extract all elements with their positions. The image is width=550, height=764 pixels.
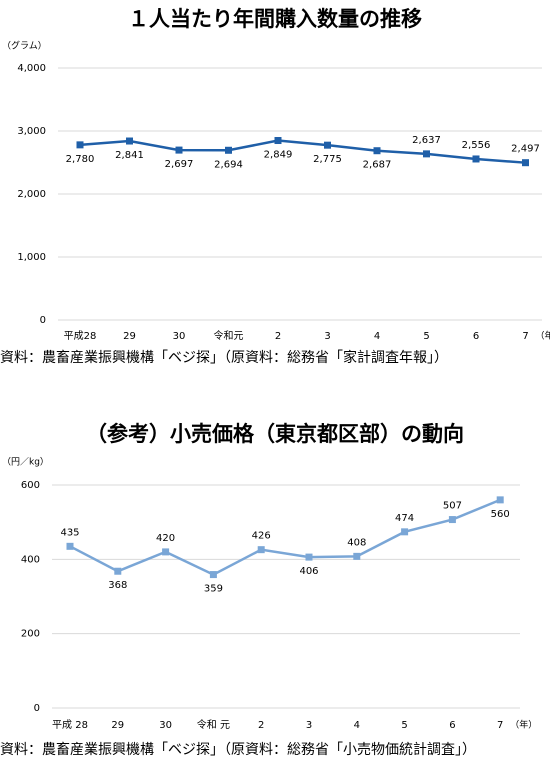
point bbox=[448, 516, 456, 524]
point bbox=[324, 141, 331, 149]
point bbox=[209, 571, 217, 579]
x-tick-label: 平成28 bbox=[64, 330, 97, 342]
chart-title: １人当たり年間購入数量の推移 bbox=[128, 7, 422, 31]
x-tick-label: 29 bbox=[123, 331, 136, 342]
x-tick-label: 4 bbox=[374, 331, 380, 342]
y-tick-label: 2,000 bbox=[17, 189, 46, 200]
y-tick-label: 3,000 bbox=[17, 126, 46, 137]
point bbox=[401, 528, 409, 536]
point bbox=[353, 552, 361, 560]
y-tick-label: 4,000 bbox=[17, 63, 46, 74]
point bbox=[175, 146, 183, 154]
point bbox=[225, 146, 232, 154]
x-tick-label: 平成 28 bbox=[52, 719, 88, 731]
chart-title: （参考）小売価格（東京都区部）の動向 bbox=[86, 422, 464, 446]
point bbox=[114, 567, 122, 575]
point bbox=[76, 141, 84, 149]
data-label: 2,697 bbox=[165, 159, 194, 170]
data-label: 2,780 bbox=[66, 154, 95, 165]
x-tick-label: 30 bbox=[173, 331, 186, 342]
x-tick-label: 2 bbox=[275, 331, 281, 342]
x-tick-label: 3 bbox=[324, 331, 330, 342]
x-tick-label: 3 bbox=[306, 720, 312, 731]
x-tick-label: 5 bbox=[401, 720, 407, 731]
data-label: 2,687 bbox=[363, 160, 392, 171]
data-label: 408 bbox=[347, 537, 366, 548]
x-tick-label: 30 bbox=[159, 720, 172, 731]
point bbox=[472, 155, 480, 163]
x-tick-label: 令和 元 bbox=[197, 718, 230, 731]
data-label: 2,694 bbox=[214, 159, 243, 170]
data-label: 474 bbox=[395, 513, 414, 524]
y-unit: （円／kg） bbox=[2, 457, 49, 468]
point bbox=[257, 546, 265, 554]
x-tick-label: 4 bbox=[354, 720, 360, 731]
x-tick-label: 7 bbox=[522, 331, 528, 342]
point bbox=[496, 496, 504, 504]
data-label: 359 bbox=[204, 584, 223, 595]
data-label: 2,849 bbox=[264, 150, 293, 161]
x-tick-label: 7 bbox=[497, 720, 503, 731]
data-label: 426 bbox=[252, 531, 271, 542]
y-tick-label: 600 bbox=[21, 480, 40, 491]
data-label: 435 bbox=[60, 527, 79, 538]
point bbox=[373, 147, 381, 155]
data-label: 2,556 bbox=[462, 140, 491, 151]
data-label: 2,637 bbox=[412, 135, 441, 146]
x-tick-label: 5 bbox=[423, 331, 429, 342]
point bbox=[274, 137, 282, 145]
source: 資料：農畜産業振興機構「ベジ探」（原資料：総務省「小売物価統計調査」） bbox=[0, 742, 476, 758]
y-tick-label: 1,000 bbox=[17, 252, 46, 263]
line bbox=[79, 139, 526, 164]
y-tick-label: 400 bbox=[21, 554, 40, 565]
x-unit: （年） bbox=[536, 330, 550, 342]
y-tick-label: 0 bbox=[40, 315, 46, 326]
point bbox=[126, 137, 133, 145]
data-label: 2,497 bbox=[511, 144, 540, 155]
data-label: 2,775 bbox=[313, 154, 342, 165]
y-tick-label: 200 bbox=[21, 629, 40, 640]
point bbox=[162, 548, 170, 556]
x-tick-label: 6 bbox=[449, 720, 455, 731]
source: 資料：農畜産業振興機構「ベジ探」（原資料：総務省「家計調査年報」） bbox=[0, 349, 448, 366]
point bbox=[423, 150, 430, 158]
data-label: 406 bbox=[299, 566, 318, 577]
point bbox=[522, 159, 529, 167]
point bbox=[66, 542, 74, 550]
x-unit: （年） bbox=[510, 719, 537, 731]
data-label: 560 bbox=[491, 509, 510, 520]
data-label: 420 bbox=[156, 533, 175, 544]
line bbox=[69, 498, 501, 576]
point bbox=[305, 553, 313, 561]
y-tick-label: 0 bbox=[34, 703, 40, 714]
x-tick-label: 29 bbox=[111, 720, 124, 731]
x-tick-label: 2 bbox=[258, 720, 264, 731]
data-label: 368 bbox=[108, 580, 127, 591]
x-tick-label: 令和元 bbox=[214, 329, 244, 342]
data-label: 2,841 bbox=[115, 150, 144, 161]
data-label: 507 bbox=[443, 501, 462, 512]
y-unit: （グラム） bbox=[2, 40, 47, 52]
x-tick-label: 6 bbox=[473, 331, 479, 342]
